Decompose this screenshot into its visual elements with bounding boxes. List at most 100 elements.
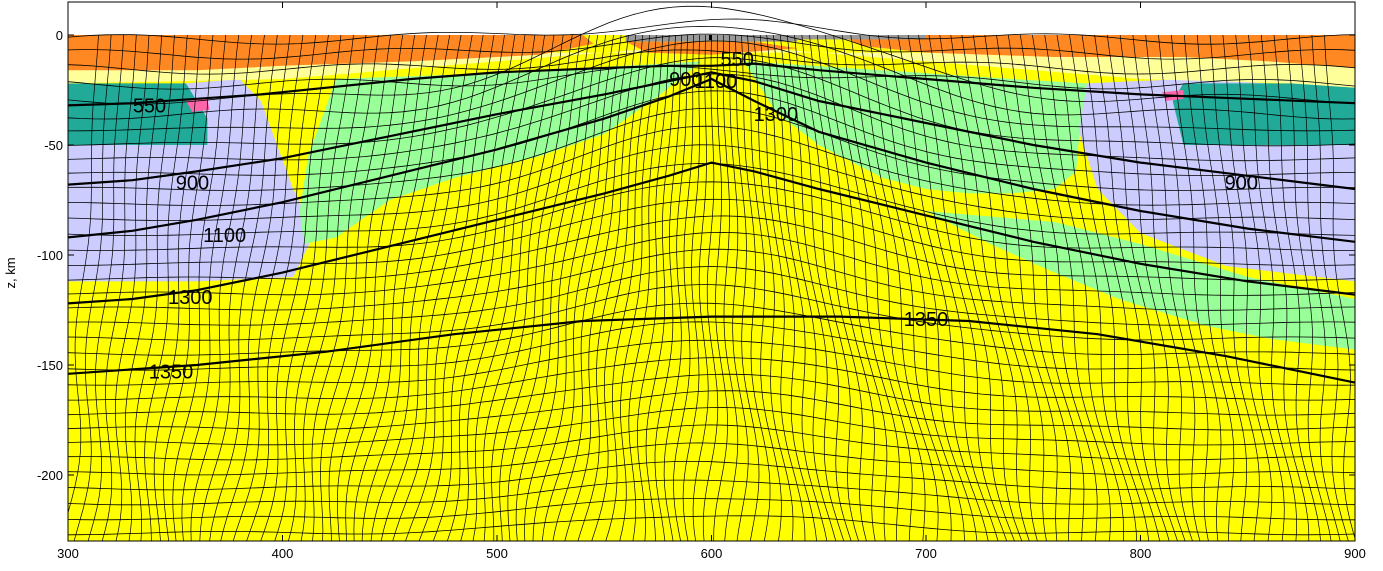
field-sediments-right <box>797 35 926 40</box>
grid-line-vertical <box>692 34 709 541</box>
isotherm-label: 1100 <box>694 71 737 93</box>
grid-line-vertical <box>199 34 265 541</box>
grid-line-vertical <box>220 34 291 541</box>
field-lithosphere-right <box>743 61 1087 194</box>
grid-line-vertical <box>1081 34 1161 541</box>
grid-line-vertical <box>728 34 749 541</box>
grid-line-horizontal <box>68 321 1355 371</box>
grid-line-vertical <box>1235 34 1285 541</box>
grid-line-vertical <box>628 34 664 541</box>
grid-line-vertical <box>190 34 252 541</box>
grid-line-vertical <box>747 34 782 541</box>
grid-line-vertical <box>809 34 867 541</box>
y-axis-label: z, km <box>3 257 18 288</box>
grid-line-vertical <box>1260 34 1310 541</box>
grid-line-vertical <box>532 34 607 541</box>
isotherm-label: 1350 <box>149 362 194 384</box>
grid-line-vertical <box>1056 34 1138 541</box>
x-tick-label: 600 <box>701 546 723 561</box>
isotherm-1100 <box>68 77 1355 243</box>
grid-line-vertical <box>1019 34 1098 541</box>
grid-line-vertical <box>524 34 599 541</box>
grid-line-vertical <box>950 34 1030 541</box>
grid-line-vertical <box>907 34 999 541</box>
grid-line-horizontal <box>68 266 1355 326</box>
grid-line-vertical <box>619 34 657 541</box>
grid-line-vertical <box>328 34 404 541</box>
grid-line-vertical <box>887 34 978 541</box>
grid-line-horizontal <box>68 498 1355 521</box>
isotherm-label: 900 <box>669 69 702 91</box>
grid-line-vertical <box>73 34 112 541</box>
field-middle-crust-left <box>68 83 208 145</box>
grid-line-vertical <box>654 34 682 541</box>
grid-line-horizontal <box>68 90 1355 176</box>
grid-line-horizontal <box>68 65 1355 90</box>
isotherm-label: 1300 <box>754 104 799 126</box>
grid-line-vertical <box>663 34 689 541</box>
grid-line-vertical <box>1145 34 1201 541</box>
grid-line-horizontal <box>68 125 1355 206</box>
grid-line-vertical <box>833 34 900 541</box>
isotherm-label: 1350 <box>904 309 949 331</box>
grid-line-vertical <box>1106 34 1178 541</box>
grid-line-vertical <box>144 34 188 541</box>
grid-line-vertical <box>878 34 965 541</box>
grid-line-vertical <box>961 34 1038 541</box>
grid-line-vertical <box>380 34 473 541</box>
y-tick-label: -150 <box>37 358 63 373</box>
grid-line-horizontal <box>68 248 1355 311</box>
x-tick-label: 800 <box>1130 546 1152 561</box>
grid-line-vertical <box>794 34 852 541</box>
isotherm-label: 900 <box>176 172 209 194</box>
grid-line-horizontal <box>68 73 1355 162</box>
grid-line-horizontal <box>68 231 1355 296</box>
grid-line-vertical <box>507 34 582 541</box>
grid-line-vertical <box>361 34 451 541</box>
grid-line-vertical <box>779 34 837 541</box>
grid-line-vertical <box>734 34 760 541</box>
grid-line-vertical <box>1222 34 1273 541</box>
grid-line-horizontal <box>68 57 1355 147</box>
grid-line-vertical <box>515 34 590 541</box>
grid-line-horizontal <box>68 25 1355 120</box>
grid-line-vertical <box>1183 34 1235 541</box>
grid-line-vertical <box>928 34 1015 541</box>
isotherm-550 <box>68 62 1355 107</box>
grid-line-vertical <box>432 34 516 541</box>
isotherm-1300 <box>68 161 1355 305</box>
field-upper-crust-right <box>840 35 1355 68</box>
grid-line-vertical <box>353 34 439 541</box>
grid-line-vertical <box>859 34 939 541</box>
field-lithosphere-slab <box>926 211 1355 350</box>
isotherm-900 <box>68 71 1355 191</box>
grid-line-vertical <box>300 34 367 541</box>
grid-line-horizontal <box>68 407 1355 446</box>
grid-line-vertical <box>786 34 845 541</box>
grid-line-vertical <box>673 34 695 541</box>
x-tick-label: 700 <box>915 546 937 561</box>
grid-line-vertical <box>753 34 794 541</box>
grid-line-vertical <box>246 34 317 541</box>
y-tick-label: -100 <box>37 248 63 263</box>
grid-line-vertical <box>337 34 416 541</box>
grid-line-vertical <box>320 34 391 541</box>
field-lithosphere-left <box>299 61 701 245</box>
grid-line-vertical <box>591 34 644 541</box>
grid-line-vertical <box>1311 34 1349 541</box>
grid-line-vertical <box>702 34 719 541</box>
grid-line-vertical <box>1044 34 1124 541</box>
grid-line-vertical <box>766 34 817 541</box>
grid-line-vertical <box>841 34 913 541</box>
grid-line-vertical <box>124 34 163 541</box>
grid-line-vertical <box>483 34 555 541</box>
grid-line-vertical <box>564 34 629 541</box>
grid-line-vertical <box>773 34 828 541</box>
grid-line-vertical <box>996 34 1071 541</box>
grid-line-vertical <box>491 34 564 541</box>
x-axis: 300 400 500 600 700 800 900 <box>57 2 1366 561</box>
grid-line-vertical <box>460 34 536 541</box>
grid-line-vertical <box>1032 34 1111 541</box>
